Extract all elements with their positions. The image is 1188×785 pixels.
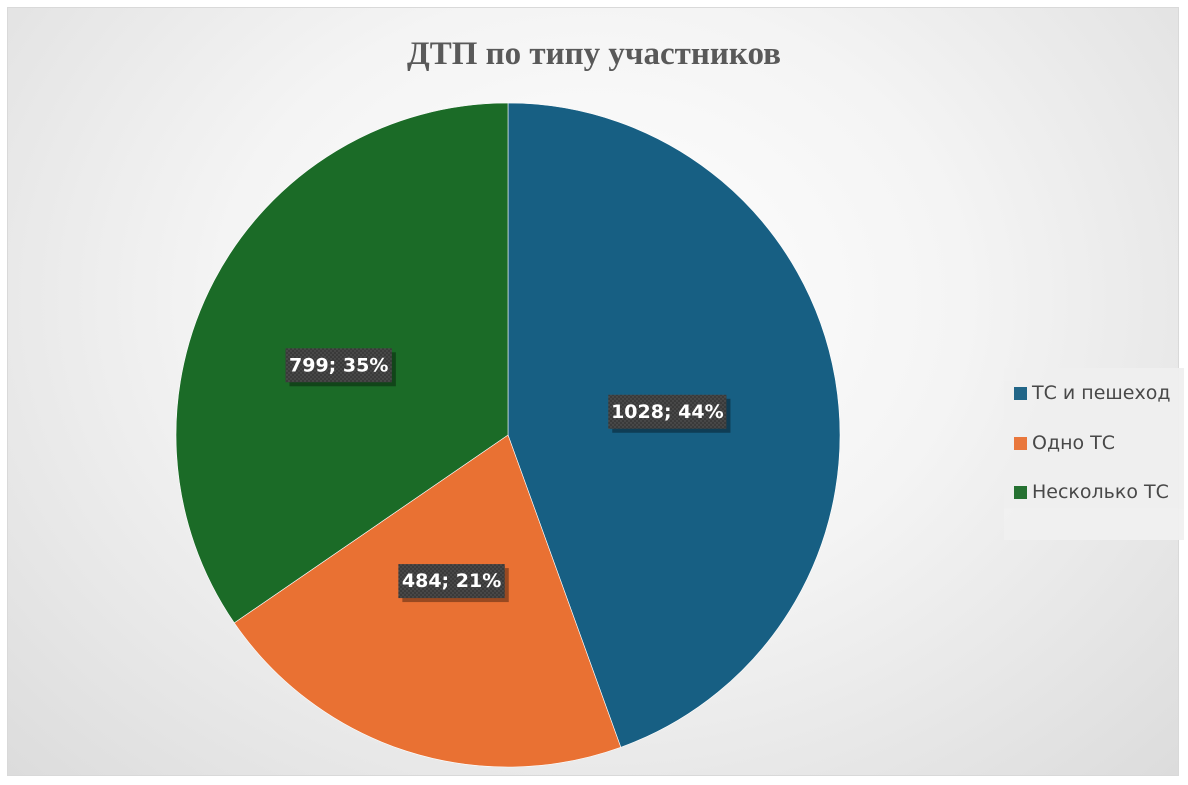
data-label-multiple-ts-text: 799; 35%	[289, 354, 388, 376]
pie-slice-single-ts	[233, 434, 622, 768]
pie-chart: 1028; 44% 484; 21% 799; 35%	[175, 102, 841, 768]
data-label-multiple-ts: 799; 35%	[285, 348, 396, 387]
legend-item-single-ts: Одно ТС	[1014, 431, 1115, 455]
legend-swatch-single-ts	[1014, 436, 1027, 450]
data-label-single-ts-box	[398, 564, 505, 599]
chart-area: ДТП по типу участников 1028; 44% 484; 21%…	[7, 7, 1184, 776]
data-label-ts-and-pedestrian-box	[608, 394, 727, 429]
legend-label-ts-and-pedestrian: ТС и пешеход	[1032, 382, 1171, 404]
legend-item-multiple-ts: Несколько ТС	[1014, 480, 1169, 504]
data-label-single-ts-text: 484; 21%	[402, 570, 501, 592]
legend-swatch-multiple-ts	[1014, 485, 1027, 499]
data-label-ts-and-pedestrian-text: 1028; 44%	[611, 401, 724, 423]
chart-title: ДТП по типу участников	[407, 36, 781, 72]
legend-label-multiple-ts: Несколько ТС	[1032, 481, 1169, 503]
legend-swatch-ts-and-pedestrian	[1014, 386, 1027, 400]
data-label-multiple-ts-box	[285, 348, 392, 383]
legend-label-single-ts: Одно ТС	[1032, 432, 1116, 454]
data-label-single-ts: 484; 21%	[398, 564, 509, 603]
data-label-ts-and-pedestrian: 1028; 44%	[608, 394, 731, 433]
legend-item-ts-and-pedestrian: ТС и пешеход	[1014, 381, 1171, 405]
legend: ТС и пешеход Одно ТС Несколько ТС	[1004, 368, 1184, 540]
